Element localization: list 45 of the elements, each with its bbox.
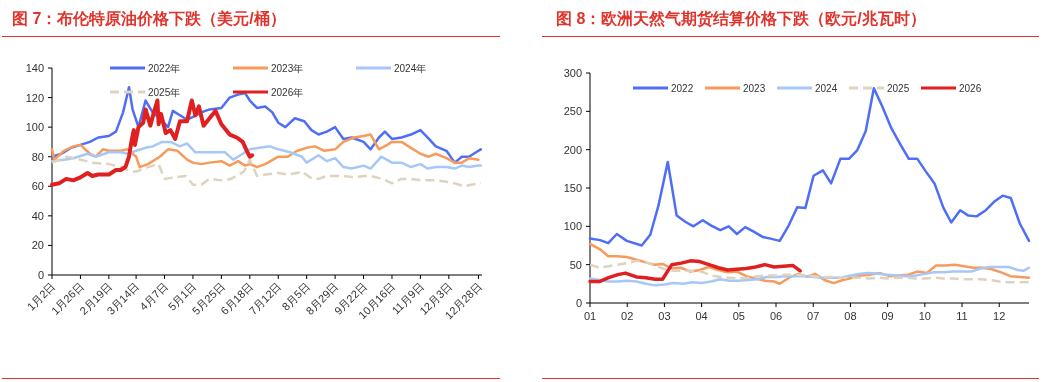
x-tick-label: 08 <box>844 310 857 322</box>
legend-label: 2025 <box>887 83 910 94</box>
legend-label: 2024 <box>815 83 838 94</box>
legend-label: 2022 <box>671 83 694 94</box>
line-series <box>50 140 483 170</box>
x-tick-label: 04 <box>695 310 708 322</box>
x-tick-label: 10 <box>918 310 931 322</box>
legend-label: 2025年 <box>148 87 181 98</box>
x-tick-label: 03 <box>658 310 671 322</box>
x-tick-label: 01 <box>583 310 597 322</box>
y-tick-label: 100 <box>25 121 44 134</box>
y-tick-label: 0 <box>575 297 582 309</box>
legend-label: 2026年 <box>271 87 304 98</box>
y-tick-label: 50 <box>569 258 582 271</box>
chart-title: 图 8：欧洲天然气期货结算价格下跌（欧元/兆瓦时） <box>556 10 926 28</box>
x-tick-label: 12 <box>993 310 1006 322</box>
y-tick-label: 250 <box>563 105 582 118</box>
y-tick-label: 40 <box>31 209 44 222</box>
line-series <box>588 259 802 284</box>
legend-label: 2022年 <box>148 63 181 74</box>
y-tick-label: 0 <box>37 269 44 281</box>
x-tick-label: 11 <box>956 310 968 322</box>
y-tick-label: 140 <box>25 62 44 74</box>
x-tick-label: 06 <box>769 310 783 322</box>
legend-label: 2023年 <box>271 63 304 74</box>
line-series <box>50 155 483 188</box>
x-tick-label: 02 <box>621 310 634 322</box>
y-tick-label: 100 <box>563 220 582 233</box>
legend-label: 2023 <box>743 83 766 94</box>
x-tick-label: 05 <box>732 310 745 322</box>
line-series <box>50 133 480 169</box>
y-tick-label: 120 <box>25 91 44 104</box>
chart-title: 图 7：布伦特原油价格下跌（美元/桶） <box>12 9 286 28</box>
x-tick-label: 07 <box>807 310 820 322</box>
y-tick-label: 150 <box>563 182 582 194</box>
y-tick-label: 200 <box>563 143 582 156</box>
y-tick-label: 80 <box>31 150 44 163</box>
legend-label: 2026 <box>959 83 982 94</box>
legend-label: 2024年 <box>394 63 427 74</box>
y-tick-label: 60 <box>31 180 44 193</box>
line-series <box>588 259 1031 284</box>
line-series <box>50 98 255 187</box>
x-tick-label: 09 <box>881 310 894 322</box>
y-tick-label: 300 <box>563 67 582 79</box>
y-tick-label: 20 <box>31 239 44 252</box>
